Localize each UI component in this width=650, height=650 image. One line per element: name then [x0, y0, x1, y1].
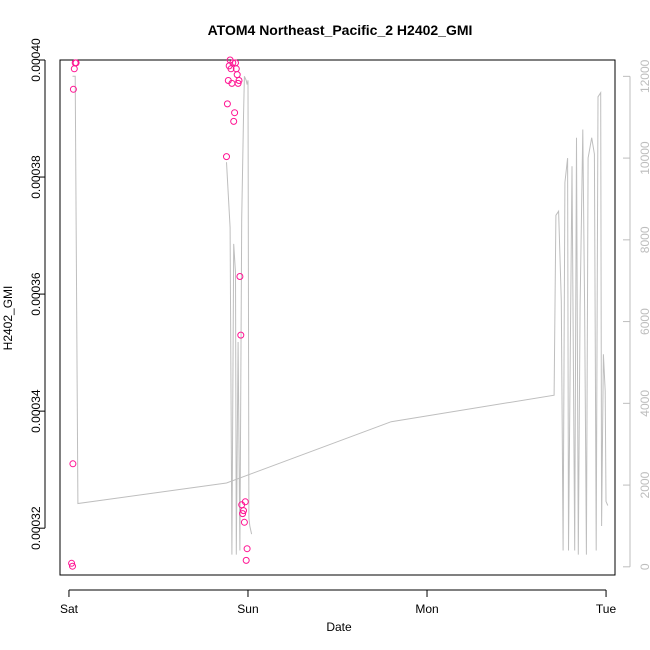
chart-title: ATOM4 Northeast_Pacific_2 H2402_GMI	[208, 22, 473, 38]
altitude-line	[226, 76, 253, 555]
data-point	[69, 85, 77, 93]
y-left-tick-label: 0.00032	[29, 506, 43, 550]
data-point	[233, 71, 241, 79]
data-point	[235, 77, 243, 84]
x-axis-label: Date	[326, 620, 352, 634]
data-point	[240, 507, 247, 515]
data-point	[72, 59, 80, 67]
data-point	[239, 510, 247, 518]
data-point	[230, 117, 238, 125]
data-point	[240, 518, 248, 526]
x-tick-label: Mon	[415, 602, 438, 616]
x-tick-label: Tue	[596, 602, 617, 616]
y-right-tick-label: 4000	[638, 390, 650, 417]
data-point	[234, 79, 242, 87]
data-point	[68, 559, 76, 567]
y-axis-left: 0.00032 0.00034 0.00036 0.00038 0.00040	[29, 38, 46, 550]
data-point	[69, 460, 77, 468]
scatter-series	[68, 56, 251, 570]
data-point	[223, 153, 230, 161]
plot-frame	[59, 59, 616, 576]
x-tick-label: Sat	[60, 602, 79, 616]
data-point	[229, 59, 237, 67]
data-point	[242, 556, 250, 564]
data-point	[69, 562, 76, 570]
y-right-tick-label: 12000	[638, 59, 650, 93]
y-right-tick-label: 6000	[638, 308, 650, 335]
data-point	[241, 498, 249, 506]
y-right-tick-label: 2000	[638, 471, 650, 498]
altitude-line	[72, 75, 609, 555]
y-right-tick-label: 0	[638, 563, 650, 570]
x-axis: Sat Sun Mon Tue	[60, 589, 617, 616]
data-point	[223, 100, 231, 108]
y-right-tick-label: 8000	[638, 226, 650, 253]
data-point	[237, 331, 245, 339]
y-left-tick-label: 0.00038	[29, 155, 43, 199]
y-right-tick-label: 10000	[638, 141, 650, 175]
data-point	[236, 273, 244, 280]
data-point	[243, 545, 251, 553]
y-left-tick-label: 0.00036	[29, 272, 43, 316]
data-point	[70, 65, 78, 73]
line-series	[72, 75, 609, 555]
x-tick-label: Sun	[237, 602, 258, 616]
y-axis-label: H2402_GMI	[1, 286, 15, 351]
data-point	[231, 109, 239, 117]
y-left-tick-label: 0.00034	[29, 389, 43, 433]
y-axis-right: 0 2000 4000 6000 8000 10000 12000	[623, 59, 650, 570]
y-left-tick-label: 0.00040	[29, 38, 43, 82]
